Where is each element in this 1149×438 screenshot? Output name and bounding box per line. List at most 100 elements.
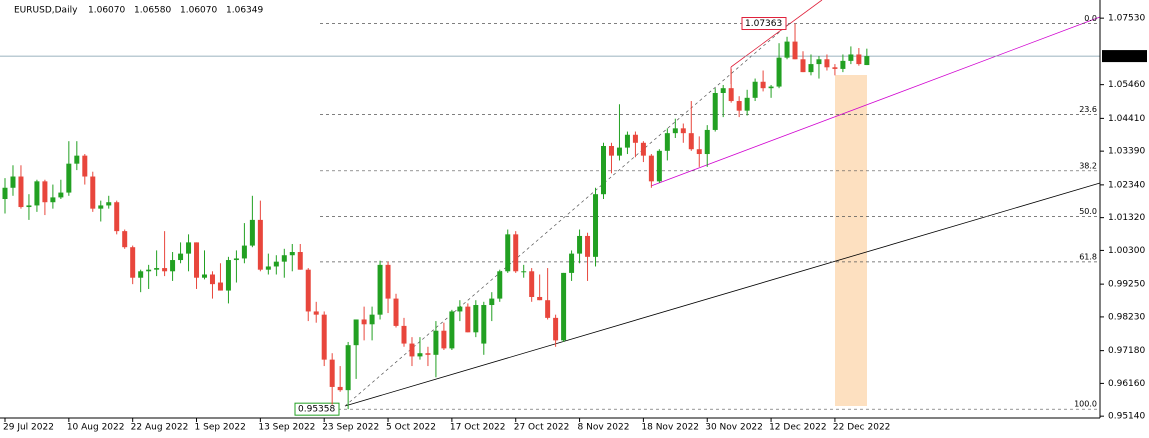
fib-low-label: 0.95358: [298, 405, 335, 415]
trend-line: [344, 182, 1101, 407]
candle-body: [632, 134, 638, 143]
candle-body: [369, 314, 375, 325]
candle-body: [417, 353, 423, 357]
candle-body: [577, 235, 583, 254]
header-value: 1.06070: [180, 6, 217, 16]
candle-body: [736, 101, 742, 111]
candles: [2, 23, 870, 410]
trend-line: [650, 16, 1101, 187]
candle-body: [840, 60, 846, 69]
candle-body: [832, 67, 838, 69]
candle-body: [162, 268, 168, 272]
y-tick-label: 0.96160: [1108, 379, 1145, 389]
candle-body: [377, 264, 383, 315]
candle-body: [130, 247, 136, 278]
fib-label: 61.8: [1079, 252, 1097, 261]
candle-body: [249, 219, 255, 246]
x-tick-label: 29 Jul 2022: [3, 423, 54, 433]
candle-body: [752, 81, 758, 98]
candle-body: [768, 86, 774, 89]
candle-body: [273, 261, 279, 267]
candle-body: [18, 176, 24, 208]
fib-high-box: [741, 17, 787, 31]
candle-body: [601, 146, 606, 195]
candle-body: [728, 88, 734, 102]
candle-body: [553, 317, 559, 341]
candle-body: [10, 176, 16, 188]
candle-body: [114, 202, 120, 232]
fib-label: 50.0: [1079, 207, 1097, 216]
candle-body: [792, 41, 798, 60]
current-price-label: 1.06349: [1106, 52, 1143, 62]
candle-body: [656, 150, 662, 182]
x-tick-label: 5 Oct 2022: [386, 423, 436, 433]
y-tick-label: 1.00300: [1108, 246, 1145, 256]
candle-body: [82, 155, 88, 177]
candle-body: [856, 54, 862, 65]
candle-body: [744, 97, 750, 111]
candle-body: [505, 234, 511, 272]
header-value: 1.06349: [226, 6, 263, 16]
candle-body: [337, 386, 343, 391]
candle-body: [824, 59, 830, 68]
candle-body: [640, 142, 646, 156]
candle-body: [712, 92, 718, 130]
x-tick-label: 8 Nov 2022: [578, 423, 630, 433]
candle-body: [58, 192, 64, 198]
candle-body: [585, 235, 591, 257]
x-tick-label: 1 Sep 2022: [195, 423, 246, 433]
candle-body: [202, 274, 207, 278]
fib-label: 38.2: [1079, 161, 1097, 170]
candle-body: [481, 305, 487, 344]
x-tick-label: 30 Nov 2022: [705, 423, 763, 433]
candle-body: [720, 88, 726, 93]
candle-body: [66, 163, 72, 193]
candle-body: [385, 264, 391, 299]
candle-body: [664, 133, 670, 151]
candle-body: [401, 325, 407, 344]
candle-body: [816, 59, 822, 65]
candle-body: [848, 54, 854, 61]
current-price-box: [1102, 50, 1147, 63]
y-tick-label: 1.01320: [1108, 213, 1145, 223]
candle-body: [569, 253, 575, 273]
candle-body: [90, 176, 96, 209]
candle-body: [513, 234, 519, 272]
candle-body: [289, 252, 295, 256]
candle-body: [138, 271, 144, 278]
candle-body: [529, 271, 535, 297]
x-tick-label: 17 Oct 2022: [450, 423, 506, 433]
candle-body: [194, 242, 200, 278]
header-values: 1.06070 1.06580 1.06070 1.06349: [88, 6, 263, 16]
y-tick-label: 0.99250: [1108, 280, 1145, 290]
candle-body: [624, 134, 630, 148]
candle-body: [864, 56, 870, 66]
candle-body: [457, 306, 463, 312]
candle-body: [321, 314, 327, 360]
candle-body: [537, 296, 543, 301]
candle-body: [808, 64, 814, 73]
axes: 1.07530 1.05460 1.04410 1.03390 1.02340 1.013…: [3, 14, 1147, 433]
candle-body: [233, 258, 239, 261]
candle-body: [225, 260, 231, 291]
candle-body: [217, 282, 223, 291]
x-tick-label: 12 Dec 2022: [769, 423, 827, 433]
candle-body: [473, 305, 479, 333]
y-tick-label: 1.04410: [1108, 114, 1145, 124]
candle-body: [593, 194, 599, 257]
candle-body: [776, 57, 782, 87]
candle-body: [433, 330, 439, 355]
candle-body: [489, 298, 495, 306]
candle-body: [146, 269, 152, 272]
x-tick-label: 22 Dec 2022: [833, 423, 891, 433]
candle-body: [409, 343, 415, 357]
candle-body: [345, 345, 351, 391]
fibonacci: 0.0 23.6 38.2 50.0 61.8 100.0 1.07363 0.95358: [0, 14, 1100, 416]
candle-body: [257, 219, 263, 270]
y-tick-label: 1.03390: [1108, 147, 1145, 157]
fib-label: 0.0: [1084, 14, 1097, 23]
candle-body: [800, 59, 806, 73]
highlight-zone: [835, 75, 867, 406]
candle-body: [784, 41, 790, 58]
candle-body: [361, 319, 367, 325]
